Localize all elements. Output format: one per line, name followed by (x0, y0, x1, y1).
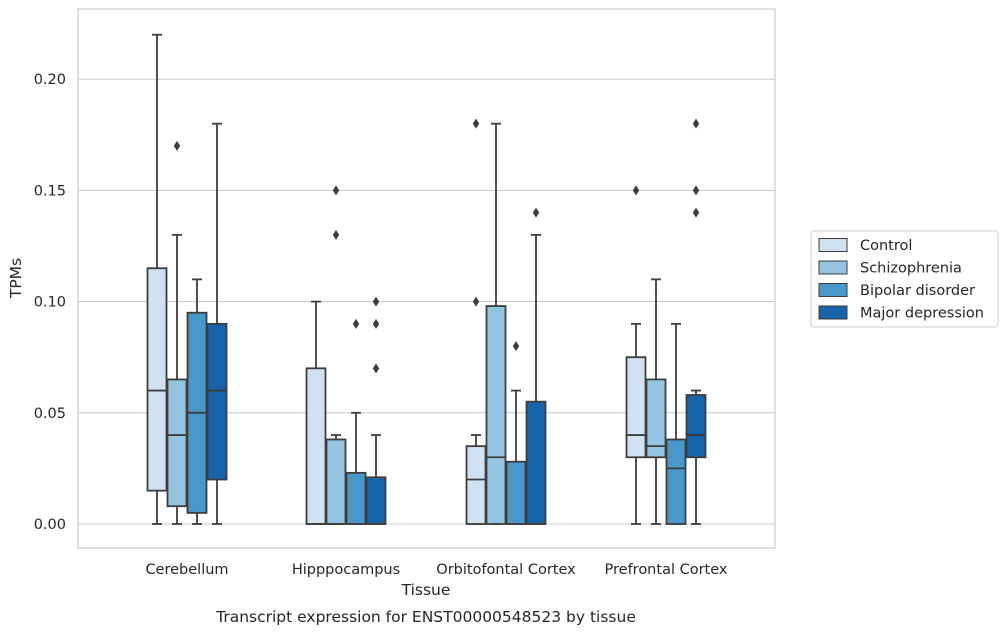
x-tick-label: Orbitofontal Cortex (436, 562, 576, 578)
outlier-point (332, 229, 340, 240)
legend-label: Bipolar disorder (860, 283, 975, 299)
x-tick-label: Prefrontal Cortex (605, 562, 728, 578)
outlier-point (352, 318, 360, 329)
outlier-point (692, 185, 700, 196)
plot-frame (77, 8, 776, 549)
box-2-0 (186, 278, 208, 525)
legend-label: Schizophrenia (860, 261, 962, 277)
y-tick-labels: 0.00 0.05 0.10 0.15 0.20 (34, 72, 66, 533)
box-body (166, 378, 188, 508)
legend-label: Control (860, 238, 912, 254)
x-axis-label: Tissue (401, 581, 451, 599)
box-3-3 (685, 118, 707, 525)
outlier-point (632, 185, 640, 196)
box-body (625, 356, 647, 459)
box-body (206, 322, 228, 481)
box-2-3 (665, 322, 687, 525)
outlier-point (692, 118, 700, 129)
box-2-2 (505, 341, 527, 525)
legend-swatch (818, 238, 848, 252)
outlier-point (472, 118, 480, 129)
outlier-point (692, 207, 700, 218)
box-3-0 (206, 122, 228, 525)
box-body (525, 400, 547, 525)
legend-frame (810, 230, 999, 328)
box-0-0 (146, 33, 168, 525)
box-3-2 (525, 207, 547, 525)
box-0-2 (465, 118, 487, 525)
box-body (146, 267, 168, 492)
boxes (146, 33, 707, 525)
y-tick-label: 0.15 (34, 183, 66, 199)
box-1-2 (485, 122, 507, 525)
x-tick-label: Hipppocampus (292, 562, 400, 578)
box-body (505, 460, 527, 525)
outlier-point (372, 318, 380, 329)
box-2-1 (345, 318, 367, 525)
outlier-point (372, 296, 380, 307)
legend: Control Schizophrenia Bipolar disorder Majo… (810, 230, 999, 328)
box-body (485, 305, 507, 525)
legend-label: Major depression (860, 306, 984, 322)
outlier-point (472, 296, 480, 307)
y-axis-label: TPMs (7, 258, 25, 299)
outlier-point (372, 363, 380, 374)
box-body (365, 476, 387, 525)
y-tick-label: 0.00 (34, 517, 66, 533)
y-tick-label: 0.05 (34, 406, 66, 422)
box-body (345, 471, 367, 525)
x-tick-labels: Cerebellum Hipppocampus Orbitofontal Corte… (145, 562, 727, 578)
box-1-3 (645, 278, 667, 525)
y-tick-label: 0.10 (34, 295, 66, 311)
y-tick-label: 0.20 (34, 72, 66, 88)
x-tick-label: Cerebellum (145, 562, 228, 578)
box-0-3 (625, 185, 647, 525)
box-body (645, 378, 667, 459)
box-body (465, 445, 487, 525)
outlier-point (512, 341, 520, 352)
box-body (305, 367, 327, 525)
box-1-0 (166, 140, 188, 525)
legend-swatch (818, 305, 848, 320)
box-body (665, 438, 687, 525)
outlier-point (532, 207, 540, 218)
box-body (685, 394, 707, 459)
box-0-1 (305, 300, 327, 525)
box-body (325, 438, 347, 525)
legend-swatch (818, 283, 848, 297)
outlier-point (332, 185, 340, 196)
box-3-1 (365, 296, 387, 525)
legend-swatch (818, 260, 848, 275)
outlier-point (173, 140, 181, 151)
box-1-1 (325, 185, 347, 525)
chart-caption: Transcript expression for ENST0000054852… (215, 608, 636, 626)
